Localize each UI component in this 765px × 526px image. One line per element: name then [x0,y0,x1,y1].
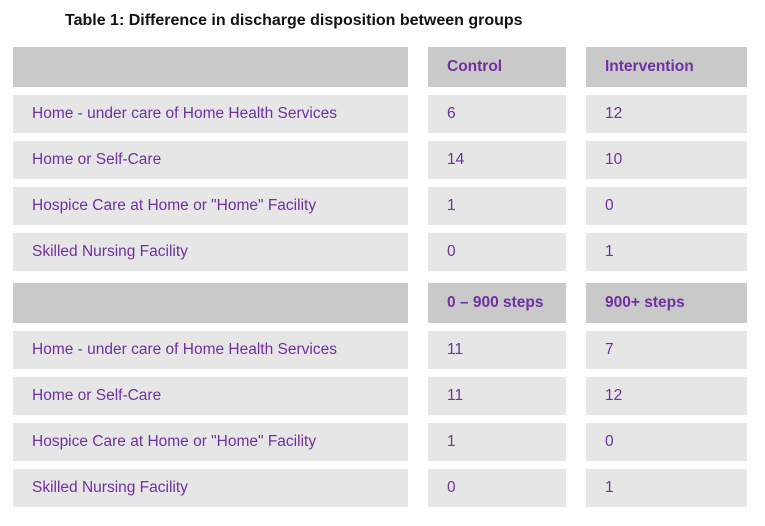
table-steps-groups: 0 – 900 steps 900+ steps Home - under ca… [13,283,747,507]
column-header-900-plus-steps: 900+ steps [586,283,747,323]
value-cell: 0 [586,187,747,225]
value-cell: 0 [428,469,566,507]
value-cell: 1 [586,233,747,271]
value-cell: 1 [586,469,747,507]
header-row: 0 – 900 steps 900+ steps [13,283,747,323]
row-label: Home or Self-Care [13,141,408,179]
value-cell: 1 [428,187,566,225]
tables-container: Control Intervention Home - under care o… [13,47,747,507]
table-row: Home - under care of Home Health Service… [13,331,747,369]
table-row: Hospice Care at Home or "Home" Facility … [13,423,747,461]
row-label: Hospice Care at Home or "Home" Facility [13,187,408,225]
row-label: Hospice Care at Home or "Home" Facility [13,423,408,461]
value-cell: 0 [586,423,747,461]
row-label: Home or Self-Care [13,377,408,415]
value-cell: 0 [428,233,566,271]
column-header-intervention: Intervention [586,47,747,87]
value-cell: 1 [428,423,566,461]
table-row: Skilled Nursing Facility 0 1 [13,233,747,271]
row-label: Skilled Nursing Facility [13,469,408,507]
value-cell: 12 [586,377,747,415]
value-cell: 11 [428,331,566,369]
row-label: Skilled Nursing Facility [13,233,408,271]
column-header-empty [13,47,408,87]
table-row: Home or Self-Care 14 10 [13,141,747,179]
table-row: Skilled Nursing Facility 0 1 [13,469,747,507]
column-header-control: Control [428,47,566,87]
value-cell: 12 [586,95,747,133]
value-cell: 11 [428,377,566,415]
value-cell: 7 [586,331,747,369]
table-row: Hospice Care at Home or "Home" Facility … [13,187,747,225]
table-row: Home - under care of Home Health Service… [13,95,747,133]
value-cell: 10 [586,141,747,179]
table-caption: Table 1: Difference in discharge disposi… [65,12,523,29]
column-header-0-900-steps: 0 – 900 steps [428,283,566,323]
table-control-vs-intervention: Control Intervention Home - under care o… [13,47,747,271]
header-row: Control Intervention [13,47,747,87]
table-row: Home or Self-Care 11 12 [13,377,747,415]
row-label: Home - under care of Home Health Service… [13,95,408,133]
value-cell: 6 [428,95,566,133]
column-header-empty [13,283,408,323]
row-label: Home - under care of Home Health Service… [13,331,408,369]
value-cell: 14 [428,141,566,179]
